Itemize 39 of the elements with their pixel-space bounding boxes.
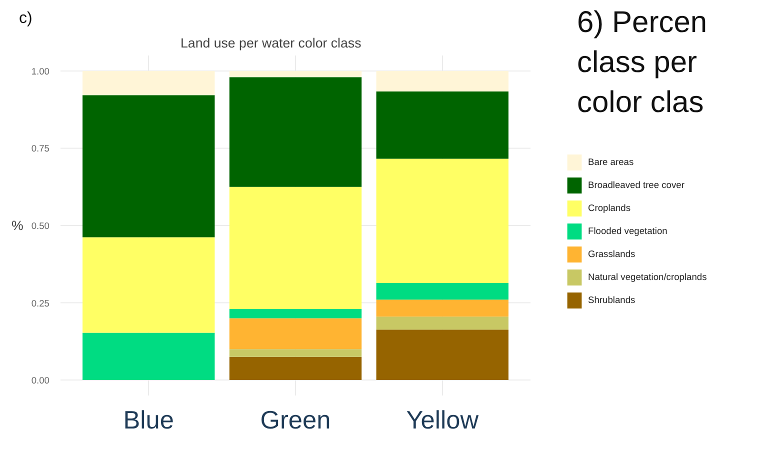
- bar: [82, 95, 215, 238]
- bar: [82, 332, 215, 380]
- text: c): [19, 9, 32, 28]
- bar: [376, 330, 508, 380]
- legend-label: Flooded vegetation: [588, 225, 668, 238]
- bar: [229, 77, 362, 187]
- bar: [376, 282, 508, 300]
- y-tick-label: 0.50: [31, 221, 50, 231]
- x-tick-label: Green: [260, 406, 331, 434]
- bar: [229, 308, 362, 318]
- y-tick-label: 1.00: [31, 66, 50, 76]
- legend-label: Natural vegetation/croplands: [588, 271, 707, 284]
- bar: [229, 186, 362, 309]
- bar: [376, 70, 508, 92]
- legend-label: Croplands: [588, 202, 631, 215]
- x-tick-label: Blue: [123, 406, 174, 434]
- text: color clas: [577, 85, 704, 121]
- y-tick-label: 0.75: [31, 144, 50, 154]
- text: 6) Percen: [577, 5, 708, 41]
- legend-label: Shrublands: [588, 294, 636, 307]
- bar: [229, 70, 362, 78]
- bar: [229, 318, 362, 350]
- bar: [82, 70, 215, 96]
- y-tick-label: 0.25: [31, 298, 50, 308]
- bar: [376, 316, 508, 330]
- x-tick-label: Yellow: [406, 406, 480, 434]
- bar: [376, 158, 508, 283]
- bar: [376, 91, 508, 159]
- legend-label: Bare areas: [588, 156, 634, 169]
- chart-title: Land use per water color class: [180, 36, 362, 50]
- y-axis-title: %: [11, 218, 24, 233]
- legend-label: Broadleaved tree cover: [588, 179, 684, 192]
- bar: [376, 300, 508, 317]
- legend-label: Grasslands: [588, 248, 636, 261]
- bar: [229, 349, 362, 357]
- bar: [229, 356, 362, 380]
- bar: [82, 237, 215, 333]
- y-tick-label: 0.00: [31, 376, 50, 386]
- text: class per: [577, 45, 698, 81]
